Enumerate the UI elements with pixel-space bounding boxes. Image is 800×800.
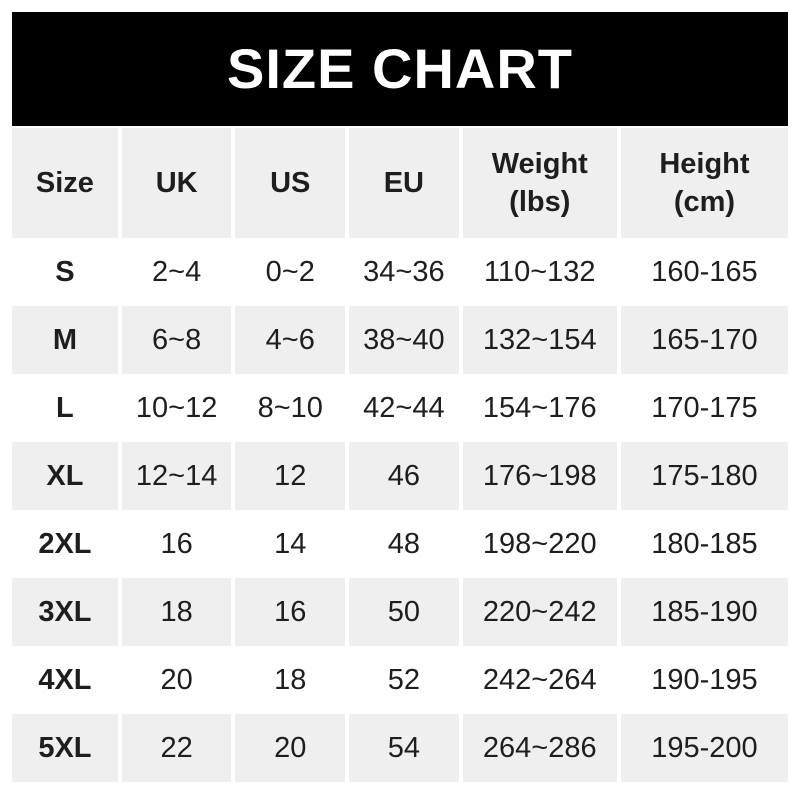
header-label: UK	[155, 166, 198, 199]
header-unit: (cm)	[673, 186, 736, 218]
cell-us: 0~2	[235, 238, 346, 306]
cell-height: 190-195	[620, 646, 788, 714]
cell-height: 180-185	[620, 510, 788, 578]
cell-uk: 6~8	[121, 306, 232, 374]
table-row-3xl: 3XL 18 16 50 220~242 185-190	[12, 578, 788, 646]
cell-weight: 176~198	[462, 442, 617, 510]
cell-eu: 46	[349, 442, 459, 510]
cell-weight: 264~286	[462, 714, 617, 782]
cell-weight: 198~220	[462, 510, 617, 578]
table-row-xl: XL 12~14 12 46 176~198 175-180	[12, 442, 788, 510]
page-title: SIZE CHART	[227, 37, 573, 100]
cell-eu: 38~40	[349, 306, 459, 374]
column-header-size: Size	[12, 128, 118, 238]
header-label: Height	[659, 147, 750, 180]
cell-size: M	[12, 306, 118, 374]
cell-weight: 110~132	[462, 238, 617, 306]
cell-us: 12	[235, 442, 346, 510]
header-label: US	[270, 166, 311, 199]
header-label: EU	[383, 166, 424, 199]
cell-weight: 242~264	[462, 646, 617, 714]
cell-us: 20	[235, 714, 346, 782]
cell-size: 4XL	[12, 646, 118, 714]
cell-uk: 16	[121, 510, 232, 578]
cell-us: 18	[235, 646, 346, 714]
cell-uk: 2~4	[121, 238, 232, 306]
cell-eu: 48	[349, 510, 459, 578]
size-table: Size UK US EU Weight (lbs) Height (cm) S…	[8, 128, 792, 782]
column-header-uk: UK	[121, 128, 232, 238]
cell-uk: 18	[121, 578, 232, 646]
table-row-5xl: 5XL 22 20 54 264~286 195-200	[12, 714, 788, 782]
cell-us: 8~10	[235, 374, 346, 442]
cell-height: 165-170	[620, 306, 788, 374]
cell-eu: 42~44	[349, 374, 459, 442]
cell-eu: 52	[349, 646, 459, 714]
table-row-m: M 6~8 4~6 38~40 132~154 165-170	[12, 306, 788, 374]
cell-eu: 54	[349, 714, 459, 782]
cell-us: 14	[235, 510, 346, 578]
cell-eu: 50	[349, 578, 459, 646]
header-unit: (lbs)	[509, 186, 571, 218]
cell-eu: 34~36	[349, 238, 459, 306]
cell-uk: 12~14	[121, 442, 232, 510]
cell-size: S	[12, 238, 118, 306]
title-banner: SIZE CHART	[12, 12, 788, 126]
cell-uk: 10~12	[121, 374, 232, 442]
cell-size: 3XL	[12, 578, 118, 646]
cell-height: 185-190	[620, 578, 788, 646]
cell-weight: 132~154	[462, 306, 617, 374]
cell-height: 195-200	[620, 714, 788, 782]
column-header-weight: Weight (lbs)	[462, 128, 617, 238]
cell-size: XL	[12, 442, 118, 510]
column-header-height: Height (cm)	[620, 128, 788, 238]
table-row-l: L 10~12 8~10 42~44 154~176 170-175	[12, 374, 788, 442]
cell-height: 160-165	[620, 238, 788, 306]
cell-us: 16	[235, 578, 346, 646]
cell-size: L	[12, 374, 118, 442]
cell-us: 4~6	[235, 306, 346, 374]
cell-weight: 220~242	[462, 578, 617, 646]
header-label: Weight	[491, 147, 588, 180]
cell-uk: 20	[121, 646, 232, 714]
column-header-eu: EU	[349, 128, 459, 238]
header-row: Size UK US EU Weight (lbs) Height (cm)	[12, 128, 788, 238]
header-label: Size	[35, 166, 94, 199]
table-row-4xl: 4XL 20 18 52 242~264 190-195	[12, 646, 788, 714]
cell-height: 170-175	[620, 374, 788, 442]
cell-size: 5XL	[12, 714, 118, 782]
cell-size: 2XL	[12, 510, 118, 578]
table-row-s: S 2~4 0~2 34~36 110~132 160-165	[12, 238, 788, 306]
column-header-us: US	[235, 128, 346, 238]
table-row-2xl: 2XL 16 14 48 198~220 180-185	[12, 510, 788, 578]
cell-weight: 154~176	[462, 374, 617, 442]
cell-uk: 22	[121, 714, 232, 782]
cell-height: 175-180	[620, 442, 788, 510]
